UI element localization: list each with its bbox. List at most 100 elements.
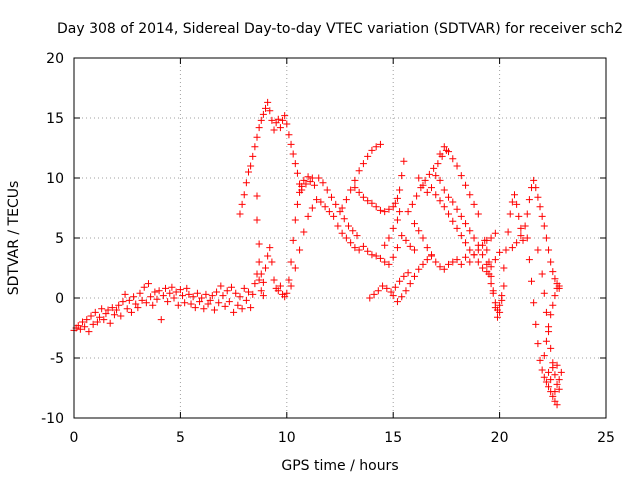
data-point (225, 298, 233, 306)
data-point (372, 203, 380, 211)
data-point (545, 383, 553, 391)
data-point (440, 186, 448, 194)
data-point (219, 292, 227, 300)
data-point (549, 268, 557, 276)
data-point (474, 210, 482, 218)
data-point (498, 296, 506, 304)
data-point (370, 290, 378, 298)
data-point (402, 236, 410, 244)
data-point (298, 182, 306, 190)
data-point (517, 232, 525, 240)
data-points (70, 98, 565, 409)
data-point (453, 162, 461, 170)
data-point (134, 304, 142, 312)
data-point (300, 228, 308, 236)
data-point (255, 240, 263, 248)
data-point (151, 288, 159, 296)
data-point (110, 311, 118, 319)
data-point (393, 244, 401, 252)
data-point (251, 280, 259, 288)
data-point (198, 294, 206, 302)
data-point (542, 234, 550, 242)
data-point (436, 197, 444, 205)
data-point (383, 284, 391, 292)
data-point (376, 206, 384, 214)
data-point (306, 178, 314, 186)
data-point (425, 170, 433, 178)
data-point (85, 328, 93, 336)
data-point (142, 299, 150, 307)
data-point (293, 169, 301, 177)
data-point (176, 286, 184, 294)
data-point (249, 152, 257, 160)
data-point (549, 359, 557, 367)
data-point (138, 296, 146, 304)
data-point (510, 191, 518, 199)
data-point (553, 380, 561, 388)
data-point (545, 328, 553, 336)
data-point (483, 246, 491, 254)
data-point (257, 287, 265, 295)
data-point (285, 276, 293, 284)
data-point (323, 186, 331, 194)
data-point (506, 210, 514, 218)
data-point (251, 143, 259, 151)
data-point (274, 115, 282, 123)
data-point (155, 287, 163, 295)
data-point (551, 292, 559, 300)
data-point (291, 264, 299, 272)
data-point (108, 304, 116, 312)
data-point (342, 196, 350, 204)
data-point (436, 150, 444, 158)
data-point (187, 300, 195, 308)
data-point (266, 107, 274, 115)
data-point (410, 246, 418, 254)
data-point (359, 160, 367, 168)
data-point (247, 162, 255, 170)
x-tick-label: 5 (176, 430, 185, 446)
data-point (470, 234, 478, 242)
data-point (91, 308, 99, 316)
data-point (144, 280, 152, 288)
data-point (553, 401, 561, 409)
data-point (545, 368, 553, 376)
data-point (523, 234, 531, 242)
y-tick-label: 5 (55, 231, 64, 247)
data-point (542, 337, 550, 345)
data-point (525, 256, 533, 264)
data-point (423, 256, 431, 264)
data-point (210, 306, 218, 314)
data-point (500, 282, 508, 290)
data-point (106, 319, 114, 327)
data-point (481, 236, 489, 244)
data-point (355, 246, 363, 254)
chart-title: Day 308 of 2014, Sidereal Day-to-day VTE… (57, 21, 623, 37)
data-point (391, 199, 399, 207)
data-point (449, 198, 457, 206)
y-tick-label: -5 (50, 351, 64, 367)
data-point (253, 216, 261, 224)
data-point (268, 116, 276, 124)
data-point (100, 316, 108, 324)
data-point (232, 289, 240, 297)
data-point (164, 298, 172, 306)
data-point (496, 301, 504, 309)
data-point (332, 200, 340, 208)
data-point (391, 283, 399, 291)
data-point (466, 227, 474, 235)
data-point (419, 260, 427, 268)
data-point (532, 320, 540, 328)
data-point (293, 200, 301, 208)
data-point (200, 305, 208, 313)
data-point (430, 164, 438, 172)
data-point (313, 196, 321, 204)
x-tick-labels: 0 5 10 15 20 25 (70, 430, 615, 446)
data-point (74, 322, 82, 330)
data-point (540, 352, 548, 360)
data-point (540, 289, 548, 297)
data-point (264, 252, 272, 260)
data-point (255, 124, 263, 132)
data-point (259, 110, 267, 118)
data-point (189, 293, 197, 301)
data-point (238, 305, 246, 313)
